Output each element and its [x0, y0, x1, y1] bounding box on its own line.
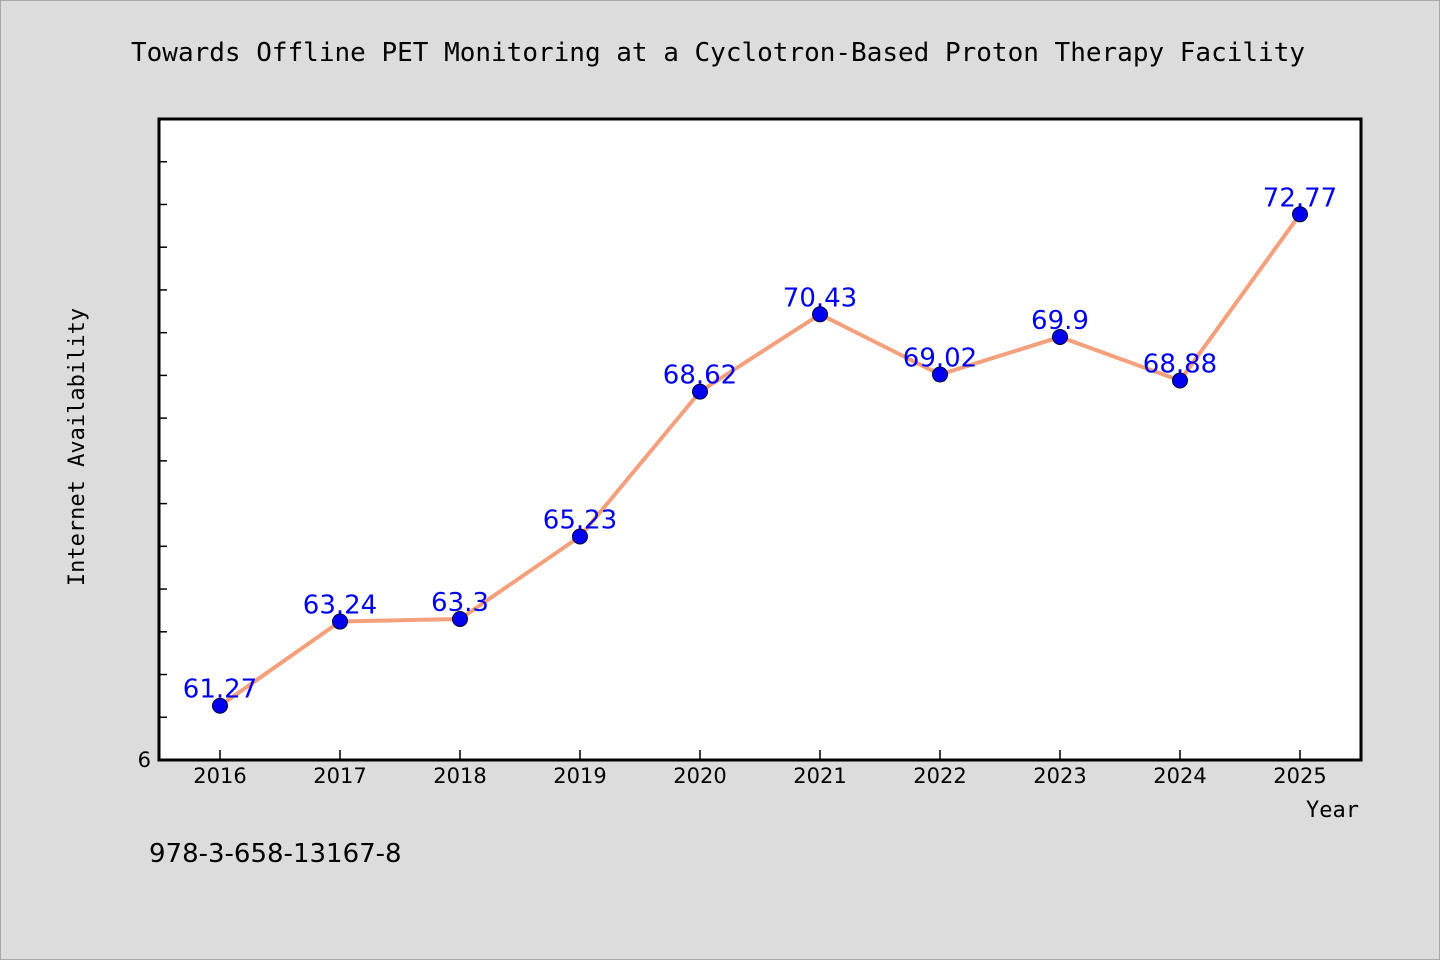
data-point: [572, 528, 588, 545]
x-tick-label: 2024: [1153, 764, 1206, 788]
data-point: [1292, 206, 1308, 223]
data-label: 69.02: [903, 344, 977, 374]
data-label: 63.3: [431, 588, 489, 618]
data-point: [1172, 372, 1188, 389]
x-tick-label: 2018: [433, 764, 486, 788]
chart-title: Towards Offline PET Monitoring at a Cycl…: [131, 38, 1305, 68]
x-axis-title: Year: [1306, 798, 1359, 823]
series-markers: [212, 206, 1308, 714]
data-label: 61.27: [183, 675, 257, 705]
plot-frame: [157, 117, 1363, 762]
x-tick-label: 2017: [313, 764, 366, 788]
data-point: [812, 306, 828, 323]
data-label: 70.43: [783, 283, 857, 313]
data-point: [692, 383, 708, 400]
y-tick-label: 6: [138, 748, 151, 772]
data-label: 68.88: [1143, 350, 1217, 380]
data-labels: 61.27 63.24 63.3 65.23 68.62 70.43 69.02 69.9 68…: [183, 183, 1337, 704]
data-point: [1052, 328, 1068, 345]
x-tick-label: 2022: [913, 764, 966, 788]
x-tick-label: 2016: [193, 764, 246, 788]
x-tick-label: 2021: [793, 764, 846, 788]
data-label: 69.9: [1031, 306, 1089, 336]
x-tick-label: 2020: [673, 764, 726, 788]
x-tick-label: 2019: [553, 764, 606, 788]
data-label: 63.24: [303, 591, 377, 621]
data-point: [452, 610, 468, 627]
data-point: [212, 697, 228, 714]
data-point: [332, 613, 348, 630]
data-label: 65.23: [543, 506, 617, 536]
x-tick-label: 2023: [1033, 764, 1086, 788]
x-tick-label: 2025: [1273, 764, 1326, 788]
series-line: [218, 212, 1302, 708]
plot-area: [159, 119, 1361, 760]
y-axis-title: Internet Availability: [65, 308, 90, 586]
data-point: [932, 366, 948, 383]
data-label: 68.62: [663, 361, 737, 391]
isbn-footer: 978-3-658-13167-8: [149, 839, 402, 869]
x-axis-ticks: 2016 2017 2018 2019 2020 2021 2022 2023 2024 2025: [193, 750, 1327, 788]
data-label: 72.77: [1263, 183, 1337, 213]
